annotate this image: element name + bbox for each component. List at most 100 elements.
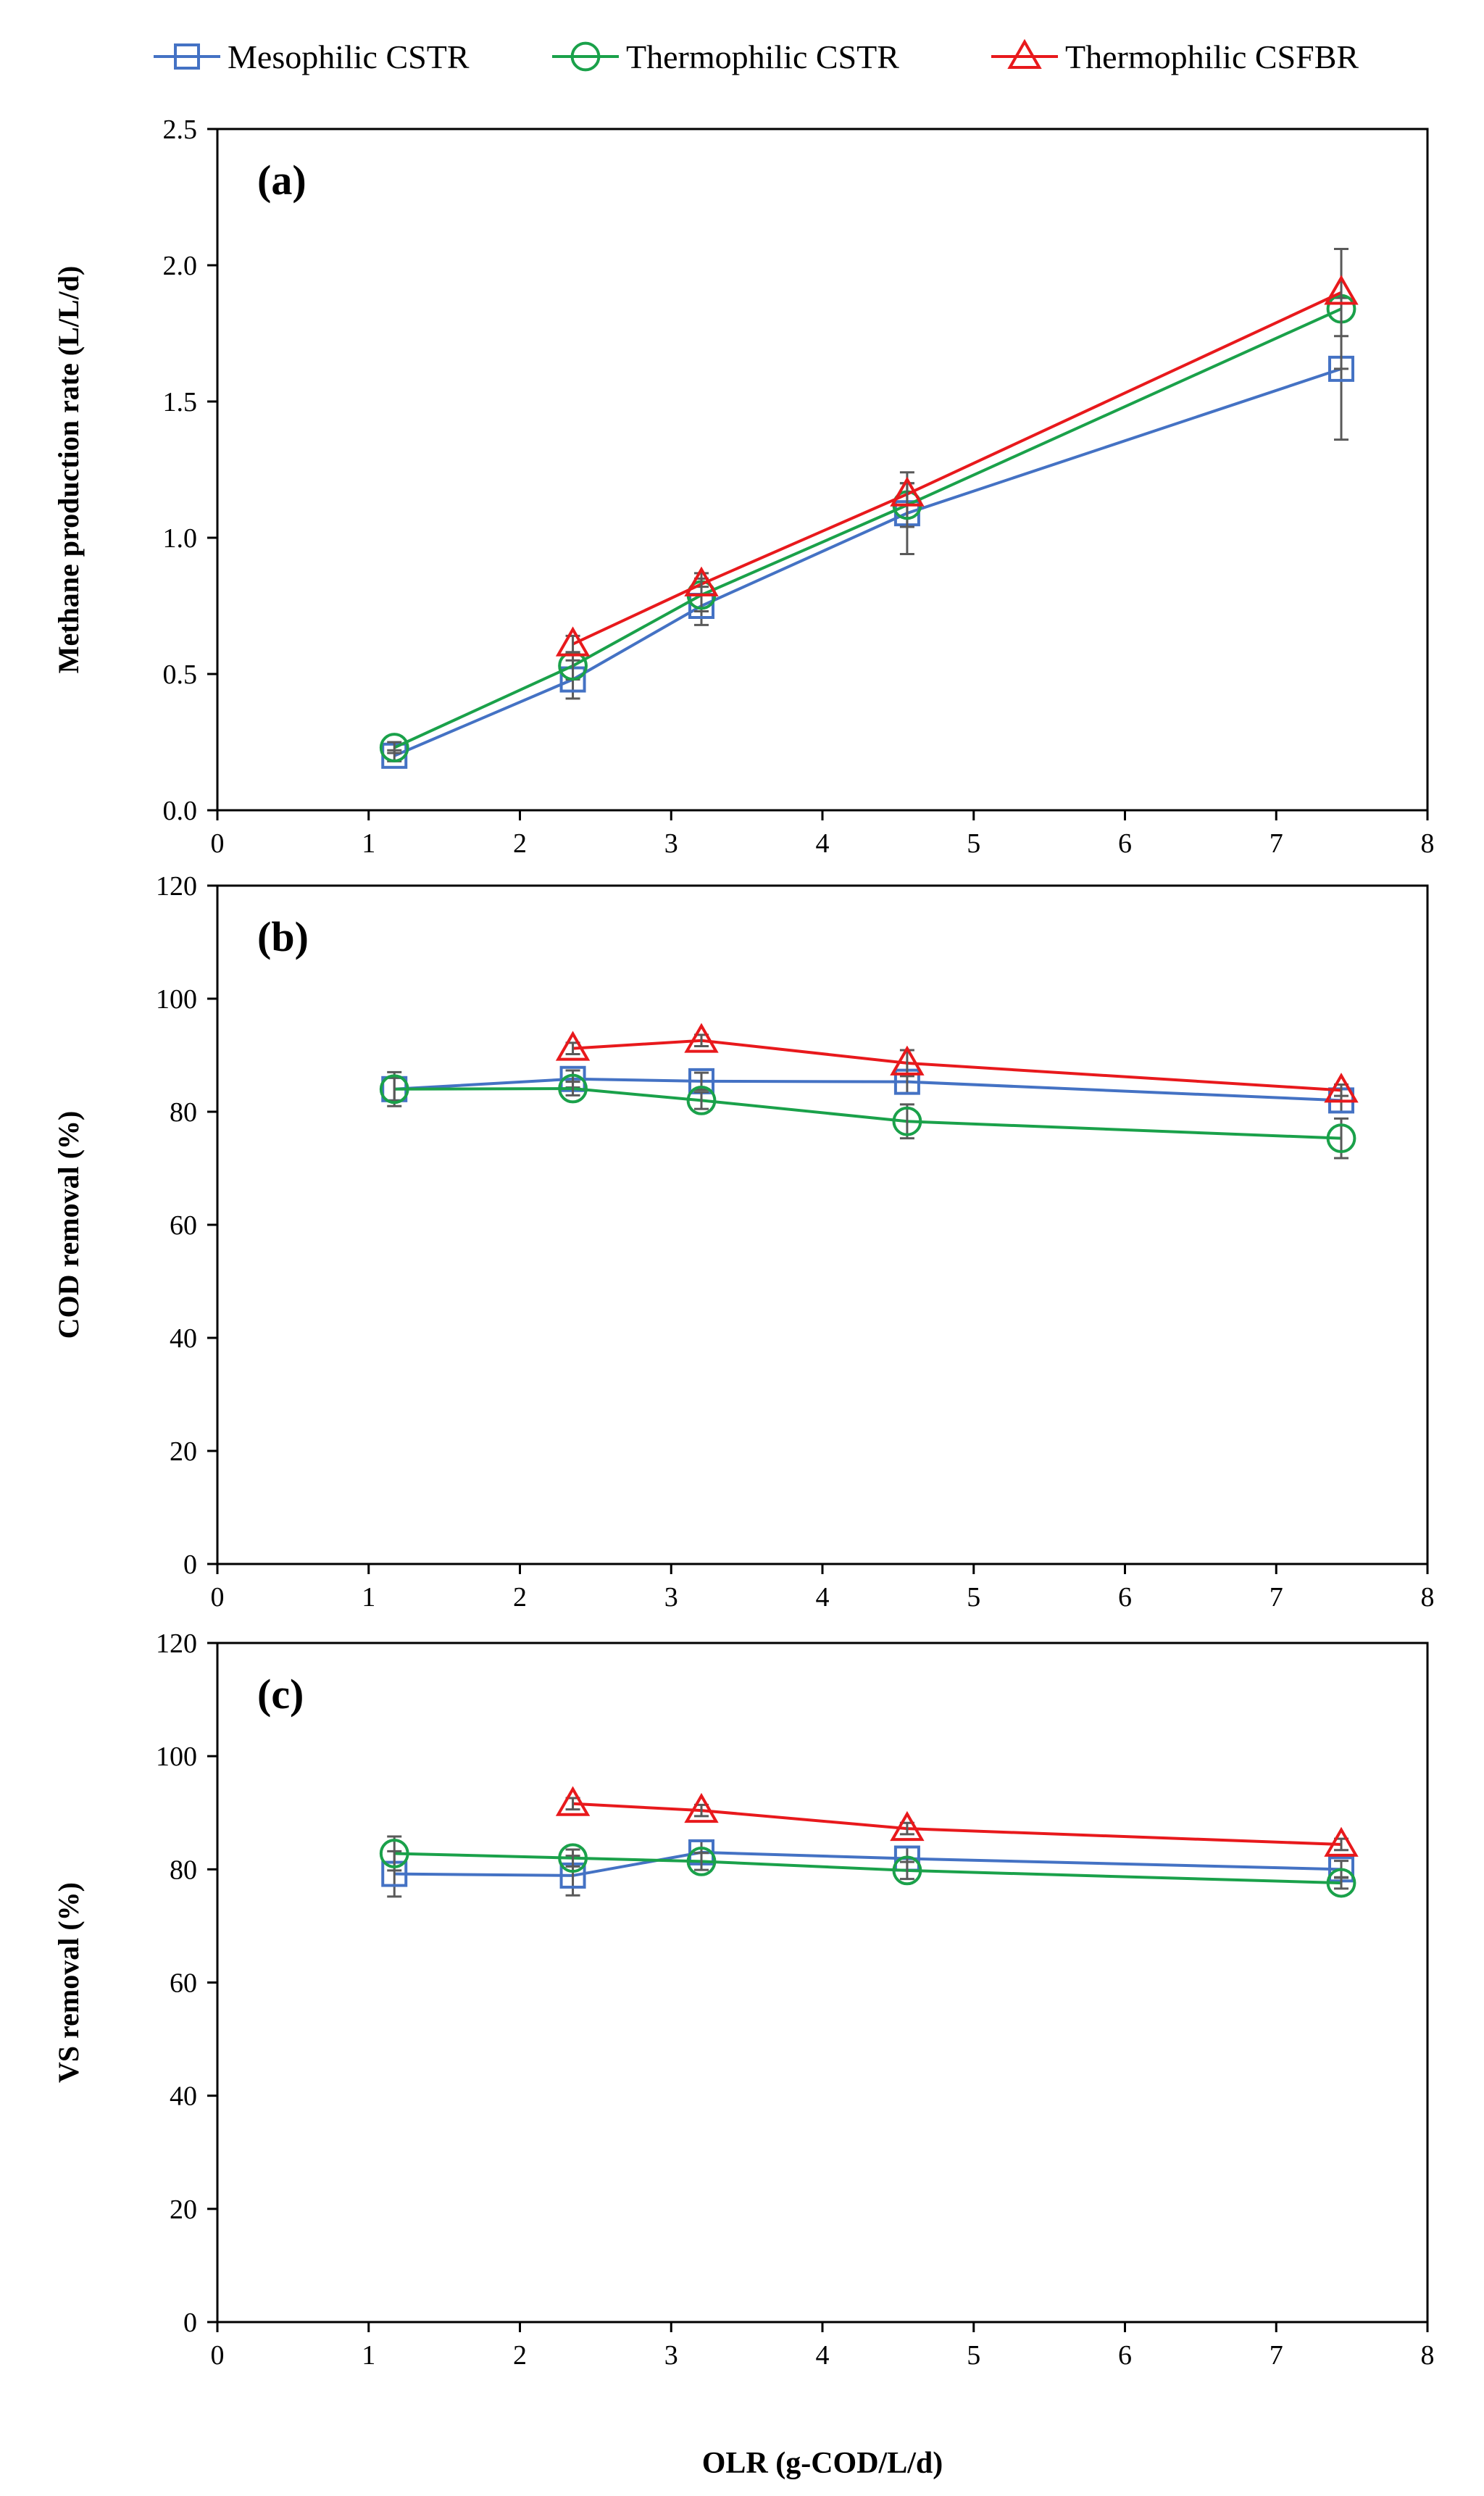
y-tick-label: 80 [170, 1855, 197, 1885]
y-tick-label: 120 [156, 1628, 197, 1659]
error-bar [565, 1848, 580, 1868]
data-point [686, 1086, 717, 1115]
data-point [1324, 275, 1359, 305]
x-tick-label: 5 [967, 1582, 980, 1613]
series-line [394, 1087, 1342, 1140]
data-point [1326, 1868, 1356, 1898]
x-tick-label: 0 [211, 2340, 225, 2371]
legend-item: Thermophilic CSFBR [991, 38, 1359, 75]
y-tick-label: 100 [156, 1742, 197, 1772]
y-axis-label-c: VS removal (%) [52, 1882, 85, 2083]
legend-label: Thermophilic CSTR [626, 38, 899, 75]
y-tick-label: 100 [156, 984, 197, 1015]
y-tick-label: 0.5 [163, 660, 198, 690]
panel-c: (c) VS removal (%) 0 1 2 3 4 5 6 7 8020406080100… [52, 1628, 1435, 2371]
data-point [892, 1106, 922, 1136]
error-bar [1334, 1876, 1349, 1890]
data-point [379, 733, 409, 762]
data-point [890, 1810, 925, 1842]
x-tick-label: 2 [513, 1582, 527, 1613]
x-tick-label: 2 [513, 2340, 527, 2371]
x-tick-label: 6 [1118, 1582, 1132, 1613]
y-axis-label-b: COD removal (%) [52, 1111, 85, 1339]
plot-frame [216, 1642, 1429, 2324]
data-point [686, 1847, 717, 1876]
data-point [890, 476, 925, 507]
x-tick-label: 7 [1270, 2340, 1283, 2371]
x-tick-label: 8 [1421, 2340, 1435, 2371]
data-point [555, 1031, 591, 1061]
data-point [684, 566, 719, 596]
data-point [684, 1792, 719, 1823]
series-thermophilic-csfbr [555, 247, 1359, 657]
error-bar [387, 1835, 402, 1872]
data-point [684, 1023, 719, 1053]
panel-label-c: (c) [257, 1671, 304, 1718]
error-bar [899, 1103, 914, 1140]
y-tick-label: 0 [183, 1549, 197, 1580]
legend: Mesophilic CSTR Thermophilic CSTR Thermoph… [154, 38, 1359, 75]
legend-marker-square [174, 43, 200, 70]
error-bar [565, 1081, 580, 1097]
series-thermophilic-csfbr [555, 1023, 1359, 1103]
series-thermophilic-cstr [379, 1073, 1356, 1160]
data-point [379, 1074, 409, 1105]
x-tick-label: 1 [362, 1582, 375, 1613]
x-tick-label: 8 [1421, 828, 1435, 859]
x-tick-label: 7 [1270, 1582, 1283, 1613]
x-tick-label: 0 [211, 1582, 225, 1613]
y-axis-label-a: Methane production rate (L/L/d) [52, 266, 85, 674]
error-bar [387, 741, 402, 754]
data-point [555, 1786, 591, 1816]
data-point [1324, 1826, 1359, 1857]
series-thermophilic-csfbr [555, 1786, 1359, 1857]
x-tick-label: 6 [1118, 2340, 1132, 2371]
data-point [892, 1855, 922, 1886]
panel-label-a: (a) [257, 157, 307, 204]
x-axis-label: OLR (g-COD/L/d) [702, 2447, 943, 2480]
x-tick-label: 7 [1270, 828, 1283, 859]
x-tick-label: 6 [1118, 828, 1132, 859]
data-point [890, 1045, 925, 1076]
x-tick-label: 3 [664, 2340, 678, 2371]
y-tick-label: 40 [170, 1323, 197, 1354]
y-tick-label: 60 [170, 1968, 197, 1999]
y-tick-label: 1.0 [163, 523, 198, 554]
data-point [1326, 1123, 1356, 1154]
y-tick-label: 60 [170, 1210, 197, 1241]
x-tick-label: 3 [664, 828, 678, 859]
plot-frame [216, 128, 1429, 812]
error-bar [1334, 247, 1349, 338]
x-tick-label: 3 [664, 1582, 678, 1613]
series-line [572, 1039, 1342, 1092]
y-tick-label: 40 [170, 2081, 197, 2112]
legend-item: Thermophilic CSTR [552, 38, 899, 75]
error-bar [694, 1852, 709, 1871]
x-tick-label: 1 [362, 2340, 375, 2371]
x-tick-label: 0 [211, 828, 225, 859]
series-thermophilic-cstr [379, 1835, 1356, 1898]
y-tick-label: 120 [156, 871, 197, 902]
x-tick-label: 4 [816, 2340, 830, 2371]
panel-b: (b) COD removal (%) 0 1 2 3 4 5 6 7 802040608010… [52, 871, 1435, 1613]
y-tick-label: 2.5 [163, 115, 198, 145]
legend-marker-triangle [1007, 38, 1042, 69]
series-line [393, 367, 1342, 757]
y-tick-label: 2.0 [163, 251, 198, 281]
legend-label: Mesophilic CSTR [228, 38, 470, 75]
data-point [1324, 1073, 1359, 1103]
data-point [555, 626, 591, 657]
x-tick-label: 4 [816, 1582, 830, 1613]
legend-label: Thermophilic CSFBR [1065, 38, 1359, 75]
series-line [393, 307, 1342, 749]
panel-a: (a) Methane production rate (L/L/d) 0 1 2 3… [52, 115, 1435, 859]
y-tick-label: 20 [170, 1436, 197, 1467]
y-tick-label: 80 [170, 1097, 197, 1128]
data-point [379, 1839, 409, 1868]
series-thermophilic-cstr [379, 247, 1356, 762]
series-line [572, 1802, 1342, 1846]
legend-marker-circle [570, 41, 601, 72]
data-point [558, 1843, 588, 1873]
x-tick-label: 4 [816, 828, 830, 859]
